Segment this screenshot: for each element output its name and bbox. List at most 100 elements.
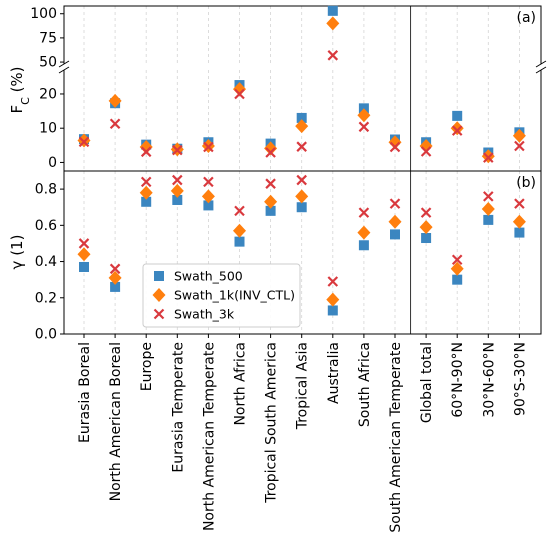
panel-a-point-swath-3k [389, 141, 401, 153]
panel-a-point-swath-1k-inv-ctl [357, 108, 371, 123]
panel-a-upper-y-tick-label: 100 [30, 6, 57, 22]
panel-a-point-swath-1k-inv-ctl [233, 82, 246, 97]
panel-b-point-swath-500 [421, 233, 432, 244]
panel-b-point-swath-3k [358, 207, 370, 218]
panel-b-point-swath-3k [78, 238, 90, 249]
panel-b-point-swath-1k-inv-ctl [170, 183, 184, 198]
legend-box [142, 263, 301, 328]
panel-a-point-swath-3k [234, 88, 245, 100]
panel-b-point-swath-500 [265, 205, 276, 216]
panel-b-point-swath-3k [296, 174, 307, 186]
panel-a-point-swath-3k [172, 144, 183, 156]
panel-b-point-swath-1k-inv-ctl [77, 247, 91, 262]
panel-b-y-tick-label: 0.0 [35, 327, 57, 343]
panel-b-point-swath-3k [140, 176, 152, 188]
axis-break-mark [535, 60, 547, 68]
panel-b-point-swath-3k [483, 191, 494, 202]
panel-b-y-tick-label: 0.6 [35, 218, 57, 234]
panel-b-point-swath-1k-inv-ctl [295, 189, 309, 204]
panel-b-point-swath-500 [110, 281, 121, 292]
panel-b-y-axis-label: γ (1) [8, 235, 26, 270]
panel-a-upper-y-tick-label: 50 [39, 55, 57, 71]
panel-b-point-swath-3k [514, 198, 525, 209]
panel-a-point-swath-3k [451, 125, 463, 136]
axis-break-mark [58, 60, 70, 68]
panel-a-point-swath-500 [452, 110, 463, 121]
panel-a-point-swath-3k [514, 140, 525, 152]
legend-marker [154, 271, 164, 281]
panel-b-point-swath-1k-inv-ctl [450, 261, 464, 276]
panel-b-point-swath-1k-inv-ctl [388, 214, 402, 229]
panel-a-point-swath-1k-inv-ctl [512, 128, 526, 143]
x-tick-label: North Africa [233, 342, 249, 426]
panel-b-point-swath-1k-inv-ctl [108, 270, 122, 285]
x-tick-label: 90°S-30°N [512, 342, 528, 416]
panel-b-y-tick-label: 0.2 [35, 290, 57, 306]
axis-break-mark [535, 66, 547, 74]
panel-a-point-swath-3k [483, 152, 494, 163]
panel-b-point-swath-3k [389, 198, 401, 209]
panel-b-point-swath-1k-inv-ctl [326, 292, 340, 307]
panel-a-point-swath-1k-inv-ctl [139, 140, 153, 155]
panel-b-point-swath-3k [265, 178, 276, 189]
panel-b-point-swath-3k [172, 174, 183, 186]
panel-a-point-swath-3k [296, 141, 307, 152]
x-tick-label: North American Temperate [201, 342, 217, 531]
panel-b-point-swath-1k-inv-ctl [233, 223, 246, 238]
x-tick-label: Europe [139, 342, 155, 391]
panel-a-point-swath-1k-inv-ctl [264, 141, 278, 156]
panel-a-y-axis-label-subscript: C [19, 97, 32, 105]
legend-marker [152, 288, 166, 302]
panel-a-lower-frame [63, 70, 542, 171]
panel-b-point-swath-500 [483, 214, 494, 225]
x-tick-label: Tropical Asia [295, 342, 311, 430]
panel-a-point-swath-3k [327, 50, 339, 61]
panel-a-lower-y-tick-label: 20 [39, 86, 57, 102]
panel-a-point-swath-500 [327, 5, 338, 16]
panel-a-lower-y-tick-label: 10 [39, 121, 57, 137]
panel-b-point-swath-1k-inv-ctl [264, 194, 278, 209]
axis-break-mark [58, 66, 70, 74]
x-tick-label: Eurasia Temperate [170, 342, 186, 473]
x-tick-label: North American Boreal [108, 342, 124, 501]
panel-a-y-axis-label-unit: (%) [8, 66, 26, 97]
panel-b-point-swath-3k [203, 176, 214, 188]
panel-a-point-swath-3k [203, 141, 214, 153]
panel-b-point-swath-3k [451, 254, 463, 266]
panel-b-point-swath-500 [514, 227, 525, 238]
x-tick-label: Australia [326, 342, 342, 404]
panel-b-point-swath-500 [296, 202, 307, 213]
panel-b-point-swath-3k [420, 207, 432, 218]
x-tick-label: 30°N-60°N [481, 342, 497, 418]
panel-a-point-swath-1k-inv-ctl [388, 135, 402, 150]
panel-b-point-swath-500 [452, 274, 463, 285]
panel-a-point-swath-1k-inv-ctl [108, 93, 122, 108]
panel-b-point-swath-500 [79, 261, 89, 272]
panel-a-point-swath-500 [296, 112, 307, 123]
x-tick-label: Global total [419, 342, 435, 423]
panel-b-point-swath-500 [234, 236, 245, 247]
panel-b-point-swath-3k [234, 205, 245, 217]
panel-a-point-swath-3k [78, 136, 90, 148]
panel-a-point-swath-3k [358, 121, 370, 133]
x-tick-label: South American Temperate [388, 342, 404, 533]
panel-a-point-swath-1k-inv-ctl [450, 121, 464, 136]
panel-b-frame [63, 170, 542, 335]
x-tick-label: Tropical South America [264, 342, 280, 504]
panel-b-point-swath-500 [327, 305, 338, 316]
panel-b-y-tick-label: 0.4 [35, 254, 57, 270]
panel-b-point-swath-500 [390, 229, 400, 240]
panel-a-point-swath-3k [140, 146, 152, 158]
panel-a-y-axis-label: FC (%) [8, 66, 32, 113]
panel-a-point-swath-3k [109, 118, 121, 130]
panel-b-point-swath-1k-inv-ctl [481, 202, 495, 217]
legend-entry: Swath_3k [174, 307, 235, 322]
panel-b-point-swath-3k [327, 276, 339, 287]
panel-a-y-axis-label-main: F [8, 105, 26, 114]
panel-a-upper-frame [63, 5, 542, 64]
panel-a-point-swath-1k-inv-ctl [295, 119, 309, 134]
legend-entry: Swath_1k(INV_CTL) [174, 288, 295, 303]
panel-a-point-swath-1k-inv-ctl [326, 16, 340, 31]
panel-a-lower-y-tick-label: 0 [48, 155, 57, 171]
